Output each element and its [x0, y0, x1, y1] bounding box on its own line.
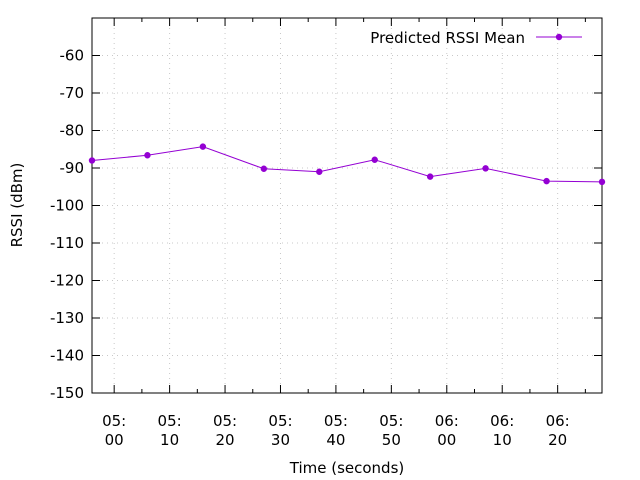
y-tick-label: -80	[60, 122, 85, 140]
x-tick-label: 00	[437, 431, 456, 449]
x-axis-tick-labels: 05:0005:1005:2005:3005:4005:5006:0006:10…	[102, 412, 570, 449]
x-tick-label: 05:	[324, 412, 348, 430]
y-tick-label: -150	[50, 384, 84, 402]
legend-marker-swatch	[555, 33, 563, 41]
x-tick-label: 05:	[102, 412, 126, 430]
x-tick-label: 06:	[546, 412, 570, 430]
x-tick-label: 06:	[490, 412, 514, 430]
x-tick-label: 05:	[268, 412, 292, 430]
x-tick-label: 06:	[435, 412, 459, 430]
y-tick-label: -70	[60, 84, 85, 102]
data-point	[88, 157, 96, 164]
y-tick-label: -120	[50, 272, 84, 290]
series-layer	[88, 143, 606, 186]
x-tick-label: 05:	[379, 412, 403, 430]
x-tick-label: 05:	[158, 412, 182, 430]
data-point	[543, 177, 550, 185]
legend-label: Predicted RSSI Mean	[370, 29, 525, 47]
y-tick-label: -140	[50, 347, 84, 365]
x-tick-label: 50	[382, 431, 401, 449]
data-point	[598, 178, 606, 186]
x-tick-label: 20	[548, 431, 567, 449]
data-point	[482, 165, 489, 172]
x-axis-label: Time (seconds)	[289, 459, 405, 477]
data-point	[144, 152, 151, 159]
data-point	[260, 165, 268, 172]
data-point	[371, 156, 378, 163]
x-tick-label: 20	[215, 431, 234, 449]
data-point	[199, 143, 207, 150]
y-tick-label: -130	[50, 309, 84, 327]
x-tick-label: 05:	[213, 412, 237, 430]
data-point	[316, 168, 323, 175]
y-tick-label: -100	[50, 197, 84, 215]
y-tick-label: -90	[60, 159, 85, 177]
x-tick-label: 10	[493, 431, 512, 449]
y-axis-tick-labels: -60 -70 -80 -90 -100 -110 -120 -130 -140 -150	[50, 47, 84, 403]
grid-lines	[92, 18, 602, 393]
y-tick-label: -60	[60, 47, 85, 65]
legend: Predicted RSSI Mean	[370, 29, 582, 47]
x-tick-label: 30	[271, 431, 290, 449]
x-tick-label: 00	[105, 431, 124, 449]
x-tick-label: 10	[160, 431, 179, 449]
series-line	[91, 146, 603, 183]
y-axis-label: RSSI (dBm)	[8, 163, 26, 248]
x-tick-label: 40	[326, 431, 345, 449]
y-tick-label: -110	[50, 234, 84, 252]
data-point	[426, 173, 434, 180]
axis-ticks	[92, 18, 602, 394]
